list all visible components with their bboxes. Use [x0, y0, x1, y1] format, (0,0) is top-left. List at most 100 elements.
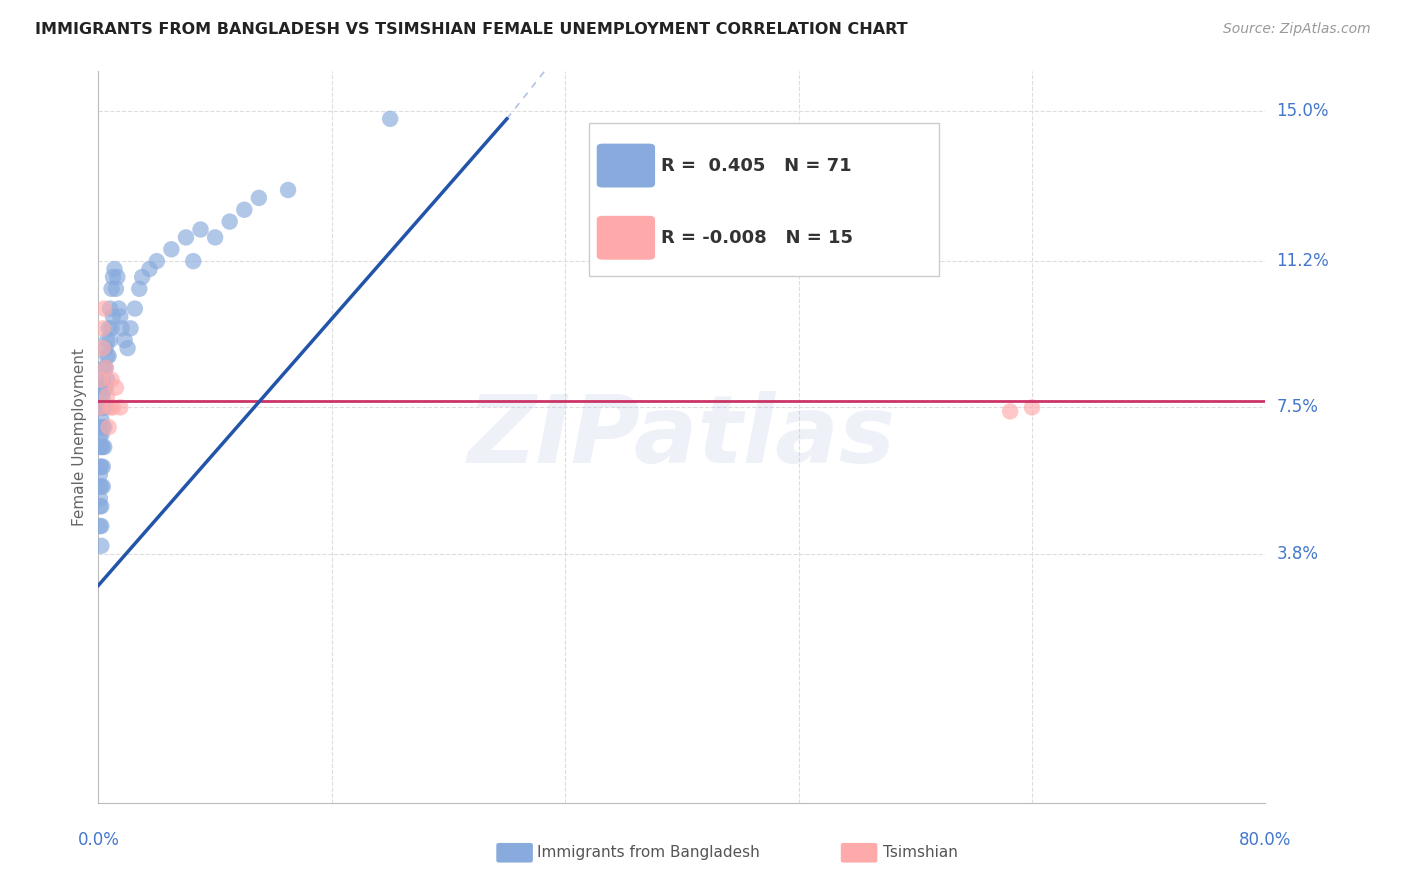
Text: 80.0%: 80.0%: [1239, 830, 1292, 848]
Point: [90, 388, 112, 402]
Point: [96, 388, 118, 402]
Point: [111, 321, 134, 335]
Point: [90, 373, 112, 387]
Point: [94, 341, 117, 355]
Point: [100, 373, 122, 387]
Point: [94, 401, 117, 415]
Point: [108, 301, 131, 316]
Point: [91, 401, 114, 415]
Point: [1021, 401, 1043, 415]
Point: [90, 500, 112, 514]
Point: [105, 269, 128, 284]
Point: [117, 341, 139, 355]
Point: [91, 440, 114, 454]
Point: [96, 349, 118, 363]
Point: [138, 262, 160, 277]
Point: [160, 242, 183, 256]
Point: [90, 479, 112, 493]
Point: [89, 401, 111, 415]
Point: [181, 254, 204, 268]
Point: [91, 420, 114, 434]
Point: [97, 420, 120, 434]
Text: 11.2%: 11.2%: [1277, 252, 1329, 270]
Text: IMMIGRANTS FROM BANGLADESH VS TSIMSHIAN FEMALE UNEMPLOYMENT CORRELATION CHART: IMMIGRANTS FROM BANGLADESH VS TSIMSHIAN …: [35, 22, 908, 37]
Point: [124, 301, 146, 316]
Point: [89, 519, 111, 533]
Point: [247, 191, 270, 205]
Text: Tsimshian: Tsimshian: [883, 846, 957, 860]
Text: 7.5%: 7.5%: [1277, 399, 1319, 417]
Point: [110, 401, 132, 415]
Text: 3.8%: 3.8%: [1277, 545, 1319, 563]
Point: [131, 269, 153, 284]
Text: R =  0.405   N = 71: R = 0.405 N = 71: [661, 157, 852, 175]
Point: [233, 202, 256, 217]
FancyBboxPatch shape: [589, 122, 939, 277]
Point: [120, 321, 142, 335]
FancyBboxPatch shape: [596, 144, 655, 187]
Point: [190, 222, 212, 236]
Point: [103, 262, 125, 277]
Point: [90, 539, 112, 553]
Point: [97, 321, 120, 335]
Point: [89, 479, 111, 493]
Point: [96, 333, 118, 347]
Point: [91, 459, 114, 474]
Point: [90, 459, 112, 474]
Point: [90, 412, 112, 426]
Point: [91, 373, 114, 387]
Point: [89, 428, 111, 442]
Point: [174, 230, 197, 244]
Point: [96, 373, 118, 387]
Point: [90, 519, 112, 533]
Point: [89, 420, 111, 434]
FancyBboxPatch shape: [596, 216, 655, 260]
Point: [98, 333, 121, 347]
Point: [100, 282, 122, 296]
Point: [89, 440, 111, 454]
Point: [89, 401, 111, 415]
Point: [93, 301, 115, 316]
Point: [100, 321, 122, 335]
Text: Immigrants from Bangladesh: Immigrants from Bangladesh: [537, 846, 759, 860]
Point: [114, 333, 136, 347]
Point: [97, 349, 120, 363]
Point: [218, 214, 240, 228]
Point: [94, 360, 117, 375]
Point: [104, 282, 127, 296]
Point: [90, 401, 112, 415]
Point: [93, 360, 115, 375]
Point: [998, 404, 1021, 418]
Point: [204, 230, 226, 244]
Point: [93, 401, 115, 415]
Point: [98, 401, 121, 415]
Point: [90, 440, 112, 454]
Point: [94, 360, 117, 375]
Point: [101, 269, 124, 284]
Point: [89, 491, 111, 506]
Point: [91, 321, 114, 335]
Point: [110, 310, 132, 324]
Point: [90, 428, 112, 442]
Point: [98, 301, 121, 316]
Point: [94, 381, 117, 395]
Text: R = -0.008   N = 15: R = -0.008 N = 15: [661, 228, 853, 247]
Point: [146, 254, 169, 268]
Point: [93, 420, 115, 434]
Point: [380, 112, 402, 126]
Point: [91, 341, 114, 355]
Text: 0.0%: 0.0%: [77, 830, 120, 848]
Text: ZIPatlas: ZIPatlas: [468, 391, 896, 483]
Point: [91, 388, 114, 402]
Point: [277, 183, 299, 197]
Point: [89, 459, 111, 474]
Y-axis label: Female Unemployment: Female Unemployment: [72, 348, 87, 526]
Point: [101, 401, 124, 415]
Text: Source: ZipAtlas.com: Source: ZipAtlas.com: [1223, 22, 1371, 37]
Point: [93, 440, 115, 454]
Point: [89, 500, 111, 514]
Point: [104, 381, 127, 395]
Point: [91, 479, 114, 493]
Point: [89, 467, 111, 482]
Point: [128, 282, 150, 296]
